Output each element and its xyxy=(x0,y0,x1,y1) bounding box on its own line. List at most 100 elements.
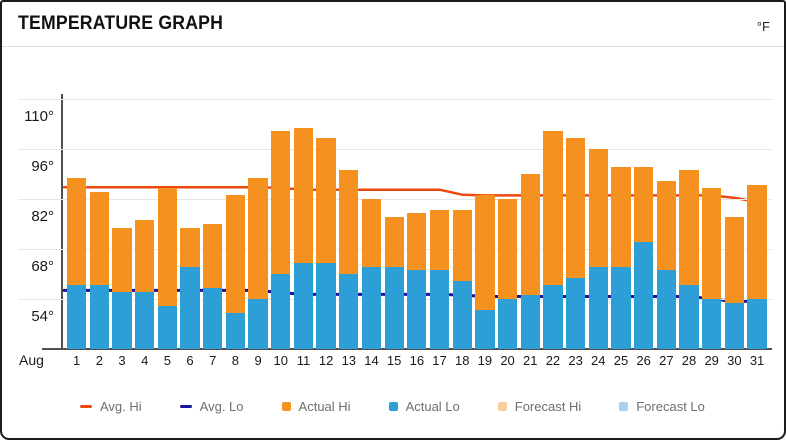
bar-actual-lo[interactable] xyxy=(407,270,427,349)
bar-actual-lo[interactable] xyxy=(89,284,109,349)
legend-label: Avg. Hi xyxy=(100,398,142,414)
legend-item-actual-hi[interactable]: Actual Hi xyxy=(281,398,351,414)
bar-actual-lo[interactable] xyxy=(543,284,563,349)
bar-actual-lo[interactable] xyxy=(293,263,314,349)
legend-item-forecast-lo[interactable]: Forecast Lo xyxy=(619,399,705,414)
bar-actual-lo[interactable] xyxy=(497,299,518,349)
bar-actual-hi[interactable] xyxy=(203,224,223,289)
bar-actual-hi[interactable] xyxy=(475,195,495,310)
bar-actual-hi[interactable] xyxy=(679,170,699,285)
bar-actual-lo[interactable] xyxy=(565,277,586,349)
bar-actual-hi[interactable] xyxy=(225,195,246,314)
bar-actual-hi[interactable] xyxy=(361,199,382,267)
bar-actual-hi[interactable] xyxy=(89,191,109,285)
bar-actual-lo[interactable] xyxy=(316,263,336,349)
x-tick-label: 12 xyxy=(318,353,334,368)
bar-actual-hi[interactable] xyxy=(407,213,427,271)
legend-item-forecast-hi[interactable]: Forecast Hi xyxy=(497,399,581,414)
bar-actual-hi[interactable] xyxy=(543,131,563,285)
bar-actual-lo[interactable] xyxy=(180,266,200,349)
bar-actual-lo[interactable] xyxy=(157,306,178,349)
bar-actual-lo[interactable] xyxy=(634,241,654,349)
bar-actual-lo[interactable] xyxy=(361,266,382,349)
bar-actual-hi[interactable] xyxy=(747,184,767,299)
legend-item-avg-lo[interactable]: Avg. Lo xyxy=(179,399,244,414)
bar-actual-hi[interactable] xyxy=(565,138,586,278)
x-tick-label: 18 xyxy=(454,353,470,368)
y-tick-label: 82° xyxy=(31,208,54,225)
x-tick-label: 21 xyxy=(523,353,538,368)
bar-actual-lo[interactable] xyxy=(724,302,745,349)
legend-item-avg-hi[interactable]: Avg. Hi xyxy=(80,399,142,414)
header-divider xyxy=(2,46,784,47)
legend-swatch xyxy=(619,401,629,411)
bar-actual-lo[interactable] xyxy=(67,284,87,349)
bar-actual-hi[interactable] xyxy=(67,177,87,285)
gridline xyxy=(18,99,772,100)
bar-actual-lo[interactable] xyxy=(203,288,223,349)
bar-actual-lo[interactable] xyxy=(656,270,676,349)
bar-actual-hi[interactable] xyxy=(611,166,631,267)
bar-actual-hi[interactable] xyxy=(384,216,404,267)
x-tick-label: 11 xyxy=(296,353,311,368)
bar-actual-hi[interactable] xyxy=(180,227,200,267)
bar-actual-hi[interactable] xyxy=(248,177,268,299)
bar-actual-hi[interactable] xyxy=(157,188,178,307)
bar-actual-hi[interactable] xyxy=(452,209,472,282)
y-axis-line xyxy=(61,94,63,350)
bar-actual-hi[interactable] xyxy=(271,131,291,274)
bar-actual-hi[interactable] xyxy=(656,181,676,271)
unit-label: °F xyxy=(756,19,770,34)
legend-item-actual-lo[interactable]: Actual Lo xyxy=(388,398,460,414)
bar-actual-hi[interactable] xyxy=(339,170,359,274)
x-tick-label: 7 xyxy=(209,353,217,368)
bar-actual-hi[interactable] xyxy=(429,209,450,271)
bar-actual-lo[interactable] xyxy=(520,295,540,349)
x-tick-label: 30 xyxy=(727,353,742,368)
x-tick-label: 29 xyxy=(704,353,719,368)
bar-actual-hi[interactable] xyxy=(724,216,745,303)
x-tick-label: 9 xyxy=(254,353,262,368)
bar-actual-lo[interactable] xyxy=(248,299,268,349)
bar-actual-hi[interactable] xyxy=(293,127,314,264)
x-axis-line xyxy=(42,348,772,350)
bar-actual-hi[interactable] xyxy=(112,227,132,292)
bar-actual-lo[interactable] xyxy=(271,274,291,349)
x-tick-label: 15 xyxy=(386,353,402,368)
bar-actual-hi[interactable] xyxy=(634,166,654,242)
bar-actual-hi[interactable] xyxy=(497,199,518,299)
bar-actual-hi[interactable] xyxy=(135,220,155,292)
x-tick-label: 2 xyxy=(95,353,103,368)
bar-actual-lo[interactable] xyxy=(475,309,495,349)
chart-legend: Avg. Hi Avg. Lo Actual Hi Actual Lo Forecast… xyxy=(80,395,705,417)
gridline xyxy=(18,149,772,150)
x-tick-label: 24 xyxy=(591,353,606,368)
legend-label: Actual Hi xyxy=(298,398,351,414)
x-tick-label: 4 xyxy=(141,353,149,368)
y-tick-label: 68° xyxy=(31,258,54,275)
bar-actual-hi[interactable] xyxy=(316,138,336,264)
x-tick-label: 27 xyxy=(659,353,674,368)
bar-actual-hi[interactable] xyxy=(702,188,722,299)
legend-swatch xyxy=(497,401,507,411)
bar-actual-lo[interactable] xyxy=(339,274,359,349)
x-tick-label: 19 xyxy=(477,353,493,368)
x-tick-label: 31 xyxy=(749,353,765,368)
bar-actual-lo[interactable] xyxy=(747,299,767,349)
bar-actual-lo[interactable] xyxy=(679,284,699,349)
bar-actual-lo[interactable] xyxy=(588,266,608,349)
y-tick-label: 54° xyxy=(31,308,54,325)
bar-actual-hi[interactable] xyxy=(520,174,540,296)
bar-actual-hi[interactable] xyxy=(588,149,608,267)
bar-actual-lo[interactable] xyxy=(225,313,246,349)
bar-actual-lo[interactable] xyxy=(429,270,450,349)
legend-label: Actual Lo xyxy=(405,398,460,414)
bar-actual-lo[interactable] xyxy=(702,299,722,349)
bar-actual-lo[interactable] xyxy=(611,266,631,349)
bar-actual-lo[interactable] xyxy=(452,281,472,349)
bar-actual-lo[interactable] xyxy=(112,291,132,349)
bar-actual-lo[interactable] xyxy=(384,266,404,349)
bar-actual-lo[interactable] xyxy=(135,291,155,349)
x-tick-label: 10 xyxy=(273,353,288,368)
